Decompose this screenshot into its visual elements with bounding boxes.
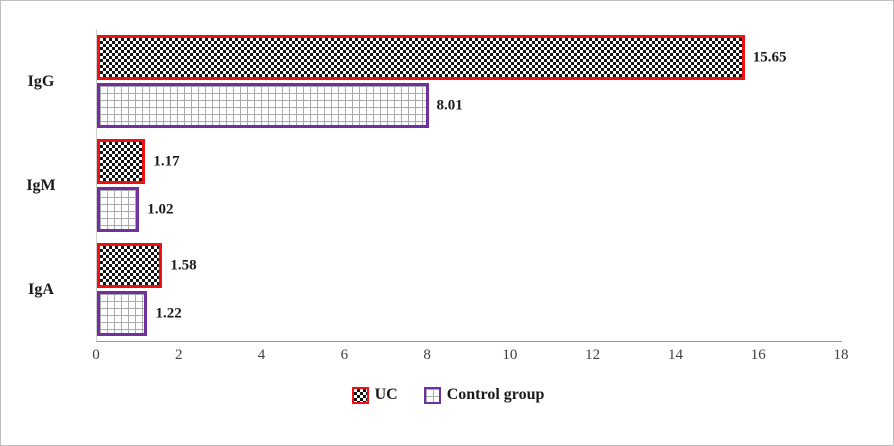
bar-control-group-igm xyxy=(97,187,140,232)
x-tick-label: 6 xyxy=(340,347,349,363)
x-tick-label: 0 xyxy=(92,347,100,363)
legend-item-uc: UC xyxy=(351,386,398,404)
legend: UC Control group xyxy=(1,377,893,413)
value-label: 1.58 xyxy=(170,257,197,273)
legend-swatch xyxy=(351,386,369,404)
bar-control-group-iga xyxy=(97,291,148,336)
bar-control-group-igg xyxy=(97,83,429,128)
bar-uc-igm xyxy=(97,139,146,184)
x-tick-label: 18 xyxy=(833,347,849,363)
value-label: 8.01 xyxy=(436,97,463,113)
legend-swatch xyxy=(423,386,441,404)
value-label: 15.65 xyxy=(752,49,787,65)
x-tick-label: 4 xyxy=(257,347,266,363)
legend-label: UC xyxy=(374,386,398,403)
legend-item-control-group: Control group xyxy=(423,386,545,404)
x-tick-label: 2 xyxy=(175,347,183,363)
value-label: 1.17 xyxy=(153,153,180,169)
x-tick-label: 14 xyxy=(667,347,683,363)
value-label: 1.22 xyxy=(155,305,182,321)
value-label: 1.02 xyxy=(147,201,174,217)
x-tick-label: 8 xyxy=(423,347,431,363)
category-label: IgA xyxy=(28,280,54,298)
legend-label: Control group xyxy=(446,386,545,403)
bar-uc-igg xyxy=(97,35,745,80)
x-tick-label: 10 xyxy=(502,347,518,363)
bar-uc-iga xyxy=(97,243,163,288)
x-tick-label: 16 xyxy=(750,347,766,363)
category-label: IgM xyxy=(26,176,56,194)
category-label: IgG xyxy=(27,72,55,90)
plot-area xyxy=(96,29,842,342)
x-tick-label: 12 xyxy=(585,347,601,363)
